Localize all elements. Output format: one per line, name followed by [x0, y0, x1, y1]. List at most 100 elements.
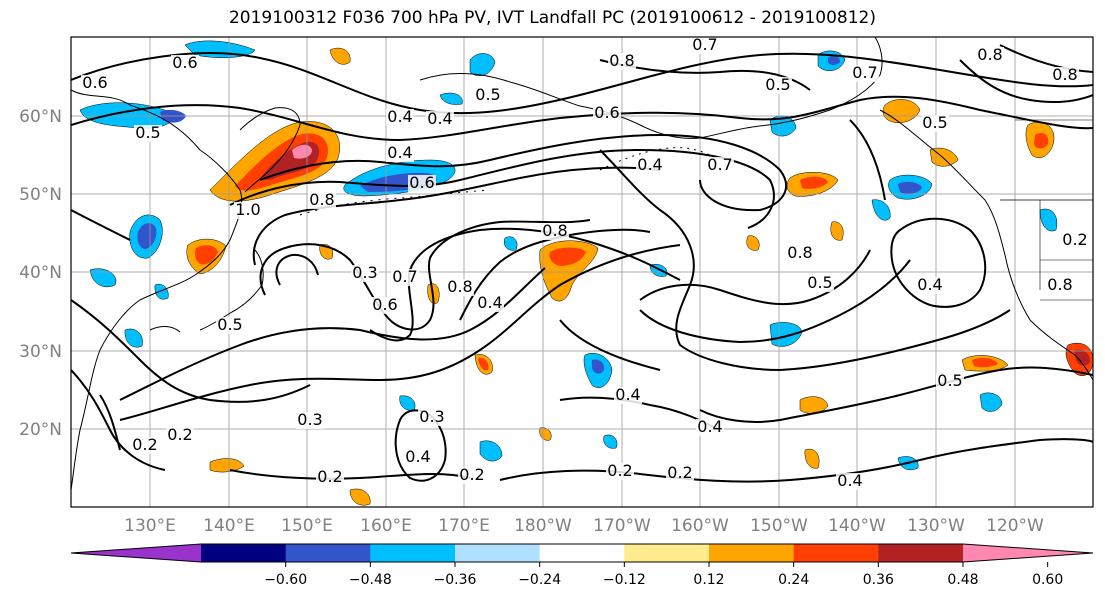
lon-label-150e: 150°E	[281, 516, 333, 536]
contour-label: 0.8	[309, 190, 334, 209]
contour-label: 0.5	[807, 273, 832, 292]
contour-label: 0.4	[837, 471, 862, 490]
lon-label-170e: 170°E	[438, 516, 490, 536]
colorbar-tick-label: 0.60	[1032, 572, 1063, 588]
colorbar-tick-label: −0.48	[349, 572, 392, 588]
contour-label: 0.5	[135, 123, 160, 142]
contour-label-bg	[1051, 67, 1079, 84]
contour-label-bg	[458, 467, 486, 484]
contour-label: 0.8	[1052, 65, 1077, 84]
latitude-axis: 60°N 50°N 40°N 30°N 20°N	[19, 107, 62, 440]
contour-label-bg	[308, 192, 336, 209]
contour-label-bg	[446, 279, 474, 296]
contour-label: 0.5	[217, 315, 242, 334]
contour-label-bg	[234, 202, 262, 219]
contour-label-bg	[786, 245, 814, 262]
longitude-axis: 130°E 140°E 150°E 160°E 170°E 180°W 170°…	[124, 516, 1044, 536]
colorbar-tick-label: −0.36	[434, 572, 477, 588]
contour-label: 0.5	[922, 113, 947, 132]
contour-label-bg	[316, 469, 344, 486]
contour-label-bg	[696, 419, 724, 436]
colorbar-segment	[709, 544, 795, 562]
lon-label-160w: 160°W	[671, 516, 729, 536]
contour-label: 0.6	[409, 173, 434, 192]
lat-label-60n: 60°N	[19, 107, 62, 127]
colorbar: −0.60 −0.48 −0.36 −0.24 −0.12 0.12 0.24 0.36 0.4…	[70, 543, 1094, 588]
contour-label: 0.6	[372, 295, 397, 314]
colorbar-segment	[793, 544, 879, 562]
contour-label-bg	[1046, 277, 1074, 294]
colorbar-tick-label: 0.36	[863, 572, 894, 588]
contour-label: 0.4	[405, 447, 430, 466]
lat-label-50n: 50°N	[19, 185, 62, 205]
contour-label: 0.4	[615, 385, 640, 404]
contour-label: 0.4	[427, 109, 452, 128]
contour-label-bg	[166, 427, 194, 444]
contour-label: 0.6	[594, 103, 619, 122]
contour-label-bg	[691, 37, 719, 54]
colorbar-tick-label: −0.12	[603, 572, 646, 588]
contour-label: 0.8	[977, 45, 1002, 64]
contour-label: 0.7	[692, 35, 717, 54]
contour-label: 0.2	[167, 425, 192, 444]
contour-label-bg	[921, 115, 949, 132]
contour-label: 1.0	[235, 200, 260, 219]
contour-label-bg	[418, 409, 446, 426]
contour-label: 0.2	[132, 435, 157, 454]
contour-label: 0.2	[667, 463, 692, 482]
contour-label: 0.4	[387, 143, 412, 162]
lon-label-130w: 130°W	[907, 516, 965, 536]
contour-label-bg	[134, 125, 162, 142]
contour-label: 0.8	[787, 243, 812, 262]
contour-label-bg	[474, 87, 502, 104]
lon-label-150w: 150°W	[750, 516, 808, 536]
colorbar-tick-label: −0.24	[518, 572, 561, 588]
contour-label: 0.2	[607, 461, 632, 480]
contour-label-bg	[81, 75, 109, 92]
contour-label-bg	[386, 109, 414, 126]
contour-label-bg	[593, 105, 621, 122]
contour-label-bg	[1061, 232, 1089, 249]
map-frame	[70, 36, 1094, 508]
contour-label-bg	[764, 77, 792, 94]
contour-label-bg	[936, 373, 964, 390]
contour-label: 0.2	[317, 467, 342, 486]
contour-label: 0.2	[1062, 230, 1087, 249]
contour-label: 0.4	[387, 107, 412, 126]
contour-label: 0.8	[609, 51, 634, 70]
contour-label-bg	[476, 295, 504, 312]
lon-label-140e: 140°E	[203, 516, 255, 536]
contour-label-bg	[636, 157, 664, 174]
colorbar-segment	[201, 544, 287, 562]
contour-label: 0.4	[477, 293, 502, 312]
contour-label: 0.4	[697, 417, 722, 436]
colorbar-segment	[455, 544, 541, 562]
contour-label: 0.8	[542, 221, 567, 240]
colorbar-segment	[878, 544, 964, 562]
lon-label-170w: 170°W	[593, 516, 651, 536]
contour-label-bg	[614, 387, 642, 404]
contour-label-bg	[404, 449, 432, 466]
colorbar-segment	[539, 544, 625, 562]
colorbar-tick-label: −0.60	[264, 572, 307, 588]
contour-label-bg	[606, 463, 634, 480]
lat-label-20n: 20°N	[19, 420, 62, 440]
contour-label: 0.8	[447, 277, 472, 296]
colorbar-extend-min	[71, 544, 201, 562]
contour-label-bg	[851, 65, 879, 82]
contour-label: 0.8	[1047, 275, 1072, 294]
contour-label: 0.6	[82, 73, 107, 92]
contour-label-bg	[391, 269, 419, 286]
contour-label-bg	[296, 412, 324, 429]
contour-label: 0.6	[172, 53, 197, 72]
contour-label: 0.4	[637, 155, 662, 174]
colorbar-segment	[285, 544, 371, 562]
contour-label: 0.7	[392, 267, 417, 286]
contour-label-bg	[666, 465, 694, 482]
contour-label-bg	[131, 437, 159, 454]
lon-label-160e: 160°E	[360, 516, 412, 536]
contour-label: 0.3	[352, 263, 377, 282]
contour-label-bg	[608, 53, 636, 70]
contour-label-bg	[386, 145, 414, 162]
